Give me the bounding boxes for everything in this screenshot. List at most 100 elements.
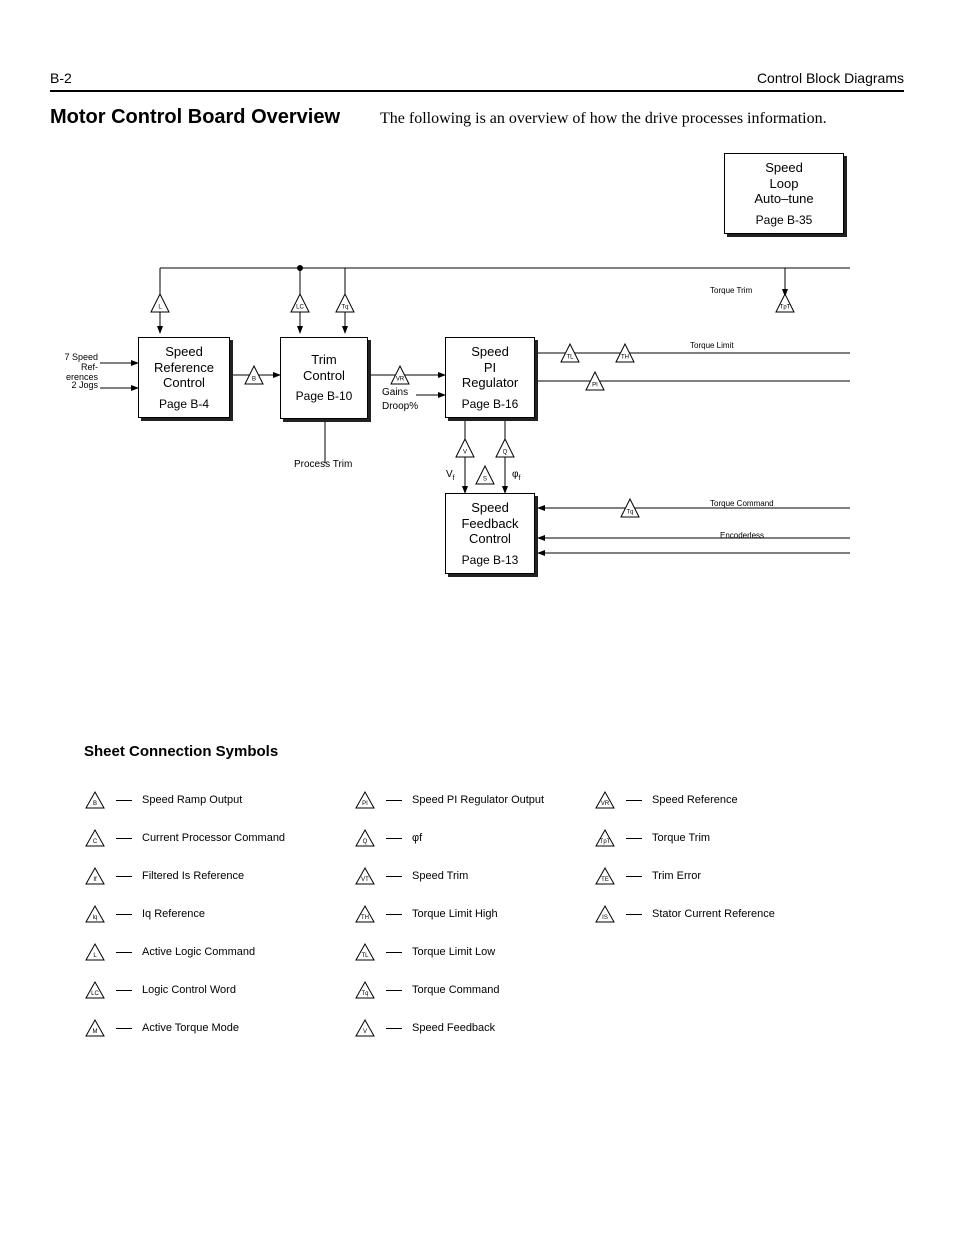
symbol-label: Speed Trim xyxy=(412,870,468,882)
symbol-row: Iq Iq Reference xyxy=(84,904,314,924)
page: B-2 Control Block Diagrams Motor Control… xyxy=(0,0,954,1235)
triangle-icon: If xyxy=(84,866,106,886)
dash-icon xyxy=(386,952,402,953)
dash-icon xyxy=(116,876,132,877)
triangle-icon: PI xyxy=(354,790,376,810)
block-line: Control xyxy=(450,531,530,547)
dash-icon xyxy=(116,990,132,991)
symbol-row: LC Logic Control Word xyxy=(84,980,314,1000)
triangle-icon: Q xyxy=(354,828,376,848)
block-line: Speed xyxy=(450,344,530,360)
symbol-label: Logic Control Word xyxy=(142,984,236,996)
symbol-label: Current Processor Command xyxy=(142,832,285,844)
triangle-icon: VT xyxy=(354,866,376,886)
symbol-label: Filtered Is Reference xyxy=(142,870,244,882)
symbol-row: VRSpeed Reference xyxy=(594,790,814,810)
svg-text:TH: TH xyxy=(361,915,369,921)
svg-text:Q: Q xyxy=(363,839,368,845)
label-torque-limit: Torque Limit xyxy=(690,341,734,350)
block-autotune: Speed Loop Auto–tune Page B-35 xyxy=(724,153,844,234)
symbol-row: TpT Torque Trim xyxy=(594,828,814,848)
dash-icon xyxy=(386,876,402,877)
triangle-icon: M xyxy=(84,1018,106,1038)
block-line: Loop xyxy=(729,176,839,192)
block-speed-reference: Speed Reference Control Page B-4 xyxy=(138,337,230,418)
triangle-icon: VR xyxy=(594,790,616,810)
svg-text:TE: TE xyxy=(601,877,609,883)
label-droop: Droop% xyxy=(382,401,418,412)
dash-icon xyxy=(116,838,132,839)
symbol-label: Speed Feedback xyxy=(412,1022,495,1034)
svg-text:Tq: Tq xyxy=(361,991,368,997)
label-vf: Vf xyxy=(446,469,455,482)
dash-icon xyxy=(626,800,642,801)
label-torque-command: Torque Command xyxy=(710,499,774,508)
page-description: The following is an overview of how the … xyxy=(380,110,827,128)
triangle-icon: TH xyxy=(354,904,376,924)
block-line: Speed xyxy=(143,344,225,360)
triangle-icon: V xyxy=(354,1018,376,1038)
svg-text:VR: VR xyxy=(601,801,610,807)
svg-text:B: B xyxy=(93,801,97,807)
symbols-section: Sheet Connection Symbols B Speed Ramp Out… xyxy=(50,743,904,1038)
symbol-label: Torque Limit High xyxy=(412,908,498,920)
symbols-columns: BSpeed Ramp OutputCCurrent Processor Com… xyxy=(84,790,904,1038)
symbols-col-1: BSpeed Ramp OutputCCurrent Processor Com… xyxy=(84,790,314,1038)
label-torque-trim: Torque Trim xyxy=(710,286,752,295)
symbol-row: PI Speed PI Regulator Output xyxy=(354,790,554,810)
triangle-icon: Tq xyxy=(354,980,376,1000)
symbol-row: Qφf xyxy=(354,828,554,848)
dash-icon xyxy=(386,838,402,839)
block-page-ref: Page B-16 xyxy=(450,397,530,411)
symbol-row: Tq Torque Command xyxy=(354,980,554,1000)
triangle-icon: TE xyxy=(594,866,616,886)
block-speed-feedback: Speed Feedback Control Page B-13 xyxy=(445,493,535,574)
dash-icon xyxy=(386,1028,402,1029)
dash-icon xyxy=(386,990,402,991)
block-line: Control xyxy=(143,375,225,391)
symbols-title: Sheet Connection Symbols xyxy=(84,743,904,760)
block-page-ref: Page B-13 xyxy=(450,553,530,567)
dash-icon xyxy=(116,952,132,953)
symbol-row: TH Torque Limit High xyxy=(354,904,554,924)
label-phif: φf xyxy=(512,469,520,482)
block-line: Speed xyxy=(450,500,530,516)
symbol-label: Torque Command xyxy=(412,984,499,996)
symbol-label: Iq Reference xyxy=(142,908,205,920)
symbol-label: Torque Limit Low xyxy=(412,946,495,958)
svg-text:TpT: TpT xyxy=(600,839,611,845)
svg-text:V: V xyxy=(363,1029,367,1035)
block-line: Regulator xyxy=(450,375,530,391)
dash-icon xyxy=(626,838,642,839)
triangle-icon: LC xyxy=(84,980,106,1000)
block-line: PI xyxy=(450,360,530,376)
block-line: Reference xyxy=(143,360,225,376)
svg-text:If: If xyxy=(93,877,97,883)
symbol-row: If Filtered Is Reference xyxy=(84,866,314,886)
dash-icon xyxy=(626,876,642,877)
block-line: Feedback xyxy=(450,516,530,532)
svg-text:TL: TL xyxy=(361,953,369,959)
triangle-icon: TL xyxy=(354,942,376,962)
symbol-label: φf xyxy=(412,832,422,844)
triangle-icon: TpT xyxy=(594,828,616,848)
block-line: Trim xyxy=(285,352,363,368)
symbol-label: Torque Trim xyxy=(652,832,710,844)
symbols-col-2: PI Speed PI Regulator Output Qφf VT Speed Tr… xyxy=(354,790,554,1038)
symbol-label: Speed Ramp Output xyxy=(142,794,242,806)
symbol-row: V Speed Feedback xyxy=(354,1018,554,1038)
symbol-row: VT Speed Trim xyxy=(354,866,554,886)
section-title: Control Block Diagrams xyxy=(757,70,904,86)
triangle-icon: Iq xyxy=(84,904,106,924)
triangle-icon: IS xyxy=(594,904,616,924)
symbol-label: Speed PI Regulator Output xyxy=(412,794,544,806)
symbol-label: Trim Error xyxy=(652,870,701,882)
label-2-jogs: 2 Jogs xyxy=(50,381,98,391)
dash-icon xyxy=(116,914,132,915)
svg-text:VT: VT xyxy=(361,877,369,883)
label-gains: Gains xyxy=(382,387,408,398)
block-trim-control: Trim Control Page B-10 xyxy=(280,337,368,419)
page-number: B-2 xyxy=(50,70,72,86)
block-page-ref: Page B-4 xyxy=(143,397,225,411)
dash-icon xyxy=(386,800,402,801)
